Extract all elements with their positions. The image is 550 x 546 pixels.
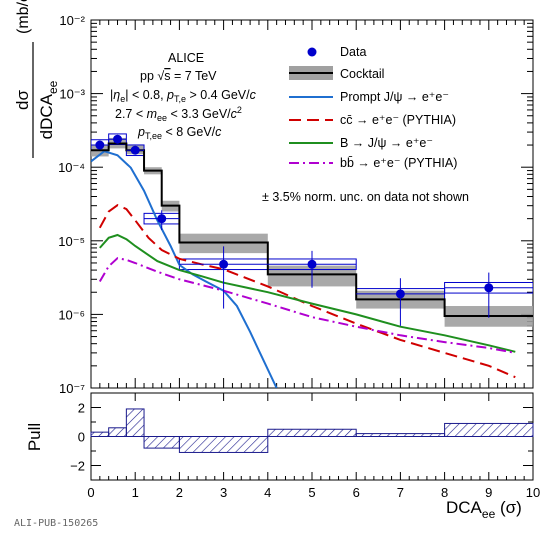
main-plot-area bbox=[91, 133, 533, 388]
pull-y-tick-labels: −2 0 2 bbox=[70, 401, 85, 474]
data-point bbox=[219, 259, 229, 269]
legend-label-prompt-jpsi: Prompt J/ψ → e⁺e⁻ bbox=[340, 90, 449, 104]
data-point bbox=[307, 259, 317, 269]
legend-label-data: Data bbox=[340, 45, 366, 59]
series-line bbox=[99, 233, 516, 353]
pull-y-tick-label: −2 bbox=[70, 459, 85, 474]
y-tick-label: 10⁻⁷ bbox=[59, 381, 85, 396]
x-tick-label: 6 bbox=[353, 485, 360, 500]
annotation-eta-pt: |ηe| < 0.8, pT,e > 0.4 GeV/c bbox=[110, 88, 257, 104]
main-y-tick-labels: 10⁻⁷ 10⁻⁶ 10⁻⁵ 10⁻⁴ 10⁻³ 10⁻² bbox=[58, 13, 86, 396]
y-tick-label: 10⁻³ bbox=[59, 87, 85, 102]
data-point bbox=[157, 214, 167, 224]
annotation-energy: pp √s = 7 TeV bbox=[140, 69, 217, 83]
svg-text:(mb/σ): (mb/σ) bbox=[15, 0, 32, 34]
pull-bin bbox=[143, 436, 180, 449]
x-tick-label: 3 bbox=[220, 485, 227, 500]
y-tick-label: 10⁻⁵ bbox=[58, 234, 85, 249]
norm-uncertainty-note: ± 3.5% norm. unc. on data not shown bbox=[262, 190, 469, 204]
data-point bbox=[113, 134, 123, 144]
x-tick-label: 1 bbox=[132, 485, 139, 500]
legend-label-cocktail: Cocktail bbox=[340, 67, 384, 81]
annotation-mass: 2.7 < mee < 3.3 GeV/c2 bbox=[115, 105, 242, 123]
pull-bin bbox=[178, 436, 269, 453]
legend-label-b-jpsi: B → J/ψ → e⁺e⁻ bbox=[340, 136, 433, 150]
svg-text:dDCAee: dDCAee bbox=[37, 80, 60, 139]
data-point bbox=[130, 145, 140, 155]
pull-bin bbox=[90, 431, 110, 437]
pull-bin bbox=[108, 427, 127, 437]
data-points bbox=[91, 134, 533, 326]
x-tick-label: 5 bbox=[308, 485, 315, 500]
annotation-ptee: pT,ee < 8 GeV/c bbox=[137, 125, 222, 141]
x-tick-label: 9 bbox=[485, 485, 492, 500]
cocktail-band bbox=[91, 137, 533, 327]
legend: Data Cocktail Prompt J/ψ → e⁺e⁻ cc̄ → e⁺… bbox=[289, 45, 457, 170]
svg-text:dσ: dσ bbox=[13, 90, 32, 110]
pull-bin bbox=[267, 428, 357, 437]
pull-y-tick-label: 0 bbox=[78, 430, 85, 445]
x-tick-label: 2 bbox=[176, 485, 183, 500]
x-tick-labels: 0 1 2 3 4 5 6 7 8 9 10 bbox=[87, 485, 540, 500]
pull-bin bbox=[125, 408, 145, 438]
pull-bin bbox=[355, 433, 446, 438]
x-tick-label: 8 bbox=[441, 485, 448, 500]
publication-id: ALI-PUB-150265 bbox=[14, 518, 98, 529]
data-point bbox=[95, 140, 105, 150]
pull-bin bbox=[444, 422, 534, 438]
legend-label-bbbar: bb̄ → e⁺e⁻ (PYTHIA) bbox=[340, 156, 457, 170]
x-tick-label: 7 bbox=[397, 485, 404, 500]
x-tick-label: 10 bbox=[526, 485, 540, 500]
cocktail-histogram bbox=[91, 142, 533, 318]
legend-marker-data bbox=[307, 47, 317, 57]
x-tick-label: 0 bbox=[87, 485, 94, 500]
data-point bbox=[395, 289, 405, 299]
experiment-label: ALICE bbox=[168, 51, 204, 65]
y-tick-label: 10⁻⁴ bbox=[58, 160, 85, 175]
x-tick-label: 4 bbox=[264, 485, 271, 500]
pull-y-axis-title: Pull bbox=[25, 423, 44, 451]
legend-label-ccbar: cc̄ → e⁺e⁻ (PYTHIA) bbox=[340, 113, 456, 127]
pull-bins bbox=[90, 408, 534, 453]
main-y-axis-title: dσ dDCAee (mb/σ) bbox=[13, 0, 60, 158]
y-tick-label: 10⁻⁶ bbox=[58, 307, 85, 322]
data-point bbox=[484, 283, 494, 293]
x-axis-title: DCAee (σ) bbox=[446, 498, 522, 521]
series-line bbox=[91, 150, 278, 388]
pull-y-tick-label: 2 bbox=[78, 401, 85, 416]
y-tick-label: 10⁻² bbox=[59, 13, 85, 28]
